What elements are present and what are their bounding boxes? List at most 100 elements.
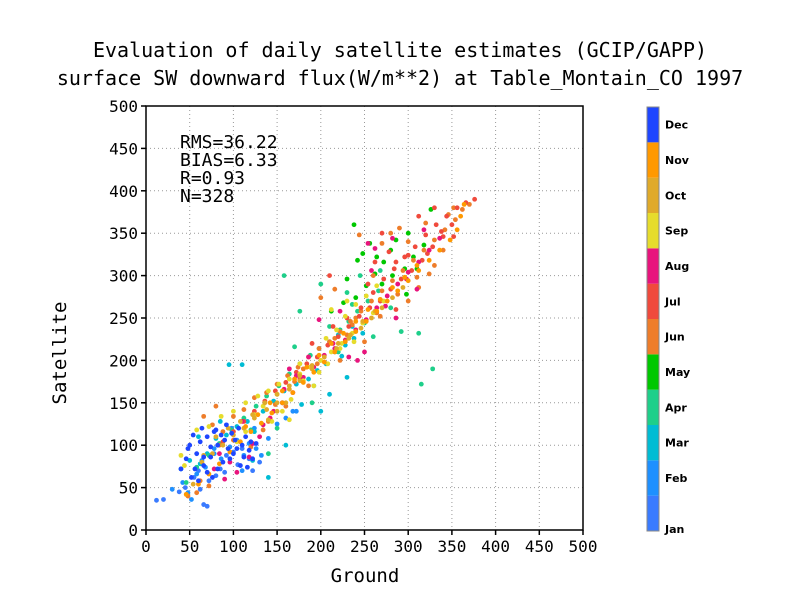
data-point [304, 364, 310, 370]
data-point [265, 388, 271, 394]
data-point [372, 246, 378, 251]
data-point [360, 251, 366, 256]
data-point [264, 407, 270, 412]
data-point [290, 408, 296, 414]
data-point [217, 451, 222, 457]
colorbar-segment [647, 142, 659, 178]
x-tick-label: 400 [481, 537, 510, 556]
data-point [421, 247, 427, 253]
data-point [243, 434, 249, 440]
data-point [248, 429, 254, 435]
data-point [318, 281, 324, 287]
data-point [211, 466, 217, 472]
data-point [314, 361, 320, 367]
data-point [454, 227, 460, 233]
data-point [274, 400, 280, 406]
data-point [335, 341, 341, 346]
data-point [390, 295, 395, 301]
data-point [346, 354, 352, 360]
data-point [335, 334, 341, 340]
data-points [154, 196, 478, 509]
data-point [229, 430, 235, 436]
data-point [246, 447, 252, 453]
data-point [321, 359, 327, 365]
data-point [365, 281, 371, 287]
data-point [405, 298, 411, 304]
data-point [225, 446, 231, 451]
data-point [208, 454, 214, 460]
data-point [365, 240, 371, 246]
data-point [353, 318, 359, 324]
data-point [432, 263, 437, 268]
colorbar-label: May [665, 366, 690, 379]
colorbar-segment [647, 177, 659, 213]
data-point [416, 330, 422, 336]
data-point [241, 407, 247, 412]
data-point [210, 475, 215, 480]
data-point [192, 466, 198, 472]
data-point [337, 346, 343, 351]
data-point [218, 432, 224, 438]
data-point [222, 437, 228, 443]
data-point [344, 290, 350, 295]
data-point [226, 362, 232, 368]
data-point [183, 456, 189, 462]
data-point [237, 463, 243, 468]
data-point [384, 298, 390, 304]
data-point [379, 305, 385, 311]
data-point [447, 237, 453, 243]
colorbar-segment [647, 213, 659, 249]
data-point [418, 381, 424, 387]
data-point [197, 439, 203, 445]
data-point [472, 196, 478, 202]
data-point [286, 386, 292, 392]
data-point [255, 412, 261, 418]
data-point [369, 298, 374, 304]
data-point [393, 259, 399, 265]
data-point [274, 391, 280, 397]
data-point [311, 369, 317, 375]
data-point [332, 286, 338, 292]
data-point [405, 252, 411, 258]
data-point [461, 201, 467, 207]
data-point [412, 244, 418, 250]
data-point [180, 480, 186, 485]
data-point [239, 468, 245, 474]
y-axis-label: Satellite [49, 301, 71, 405]
data-point [353, 302, 359, 307]
data-point [327, 324, 332, 329]
data-point [414, 286, 420, 292]
data-point [190, 481, 196, 487]
data-point [208, 444, 214, 450]
y-tick-label: 100 [109, 436, 138, 455]
data-point [204, 503, 210, 509]
data-point [224, 432, 229, 438]
data-point [227, 459, 233, 465]
data-point [393, 307, 399, 312]
data-point [283, 403, 289, 409]
data-point [248, 439, 254, 445]
data-point [381, 259, 387, 265]
data-point [234, 469, 240, 475]
data-point [323, 335, 329, 341]
y-tick-label: 300 [109, 267, 138, 286]
data-point [309, 341, 315, 346]
data-point [356, 313, 362, 319]
data-point [309, 400, 315, 406]
data-point [306, 383, 311, 389]
data-point [379, 288, 385, 294]
data-point [404, 291, 409, 297]
data-point [265, 436, 271, 441]
data-point [218, 413, 224, 419]
data-point [337, 308, 343, 314]
data-point [395, 281, 401, 287]
data-point [213, 427, 219, 433]
data-point [279, 388, 285, 394]
data-point [348, 332, 353, 338]
data-point [316, 369, 322, 375]
colorbar-label: Oct [665, 189, 686, 202]
data-point [353, 329, 359, 334]
data-point [318, 408, 324, 414]
data-point [437, 247, 443, 253]
data-point [253, 441, 259, 446]
